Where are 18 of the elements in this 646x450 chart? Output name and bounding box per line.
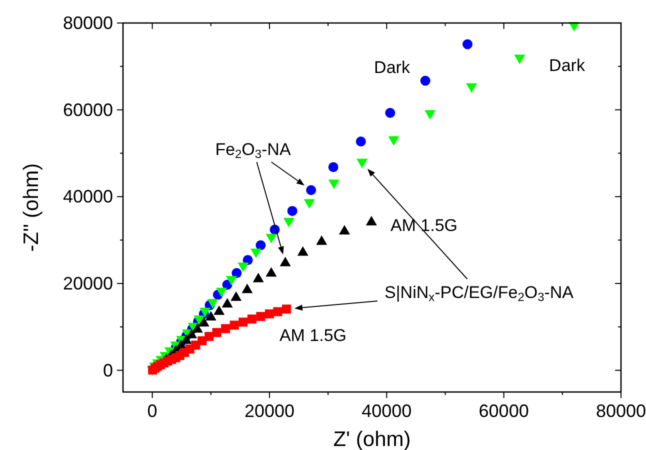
annotation: AM 1.5G (390, 216, 458, 235)
y-tick-label: 60000 (62, 100, 113, 120)
annotation: Fe$_{2}$O$_{3}$-NA (215, 140, 292, 161)
y-tick-label: 80000 (62, 13, 113, 33)
y-tick-label: 20000 (62, 273, 113, 294)
y-axis-title: -Z'' (ohm) (20, 163, 43, 252)
x-axis-title: Z' (ohm) (333, 428, 411, 450)
annotation: Dark (549, 56, 586, 75)
x-tick-label: 80000 (596, 401, 646, 421)
y-tick-label: 40000 (62, 186, 113, 207)
x-tick-label: 40000 (362, 401, 412, 421)
x-tick-label: 20000 (244, 401, 294, 421)
y-tick-label: 0 (102, 360, 113, 380)
x-tick-label: 0 (147, 401, 158, 421)
annotation: S|NiN$_{x}$-PC/EG/Fe$_{2}$O$_{3}$-NA (384, 283, 574, 304)
annotation: AM 1.5G (279, 326, 347, 345)
x-tick-label: 60000 (478, 401, 529, 421)
annotation: Dark (374, 58, 410, 77)
